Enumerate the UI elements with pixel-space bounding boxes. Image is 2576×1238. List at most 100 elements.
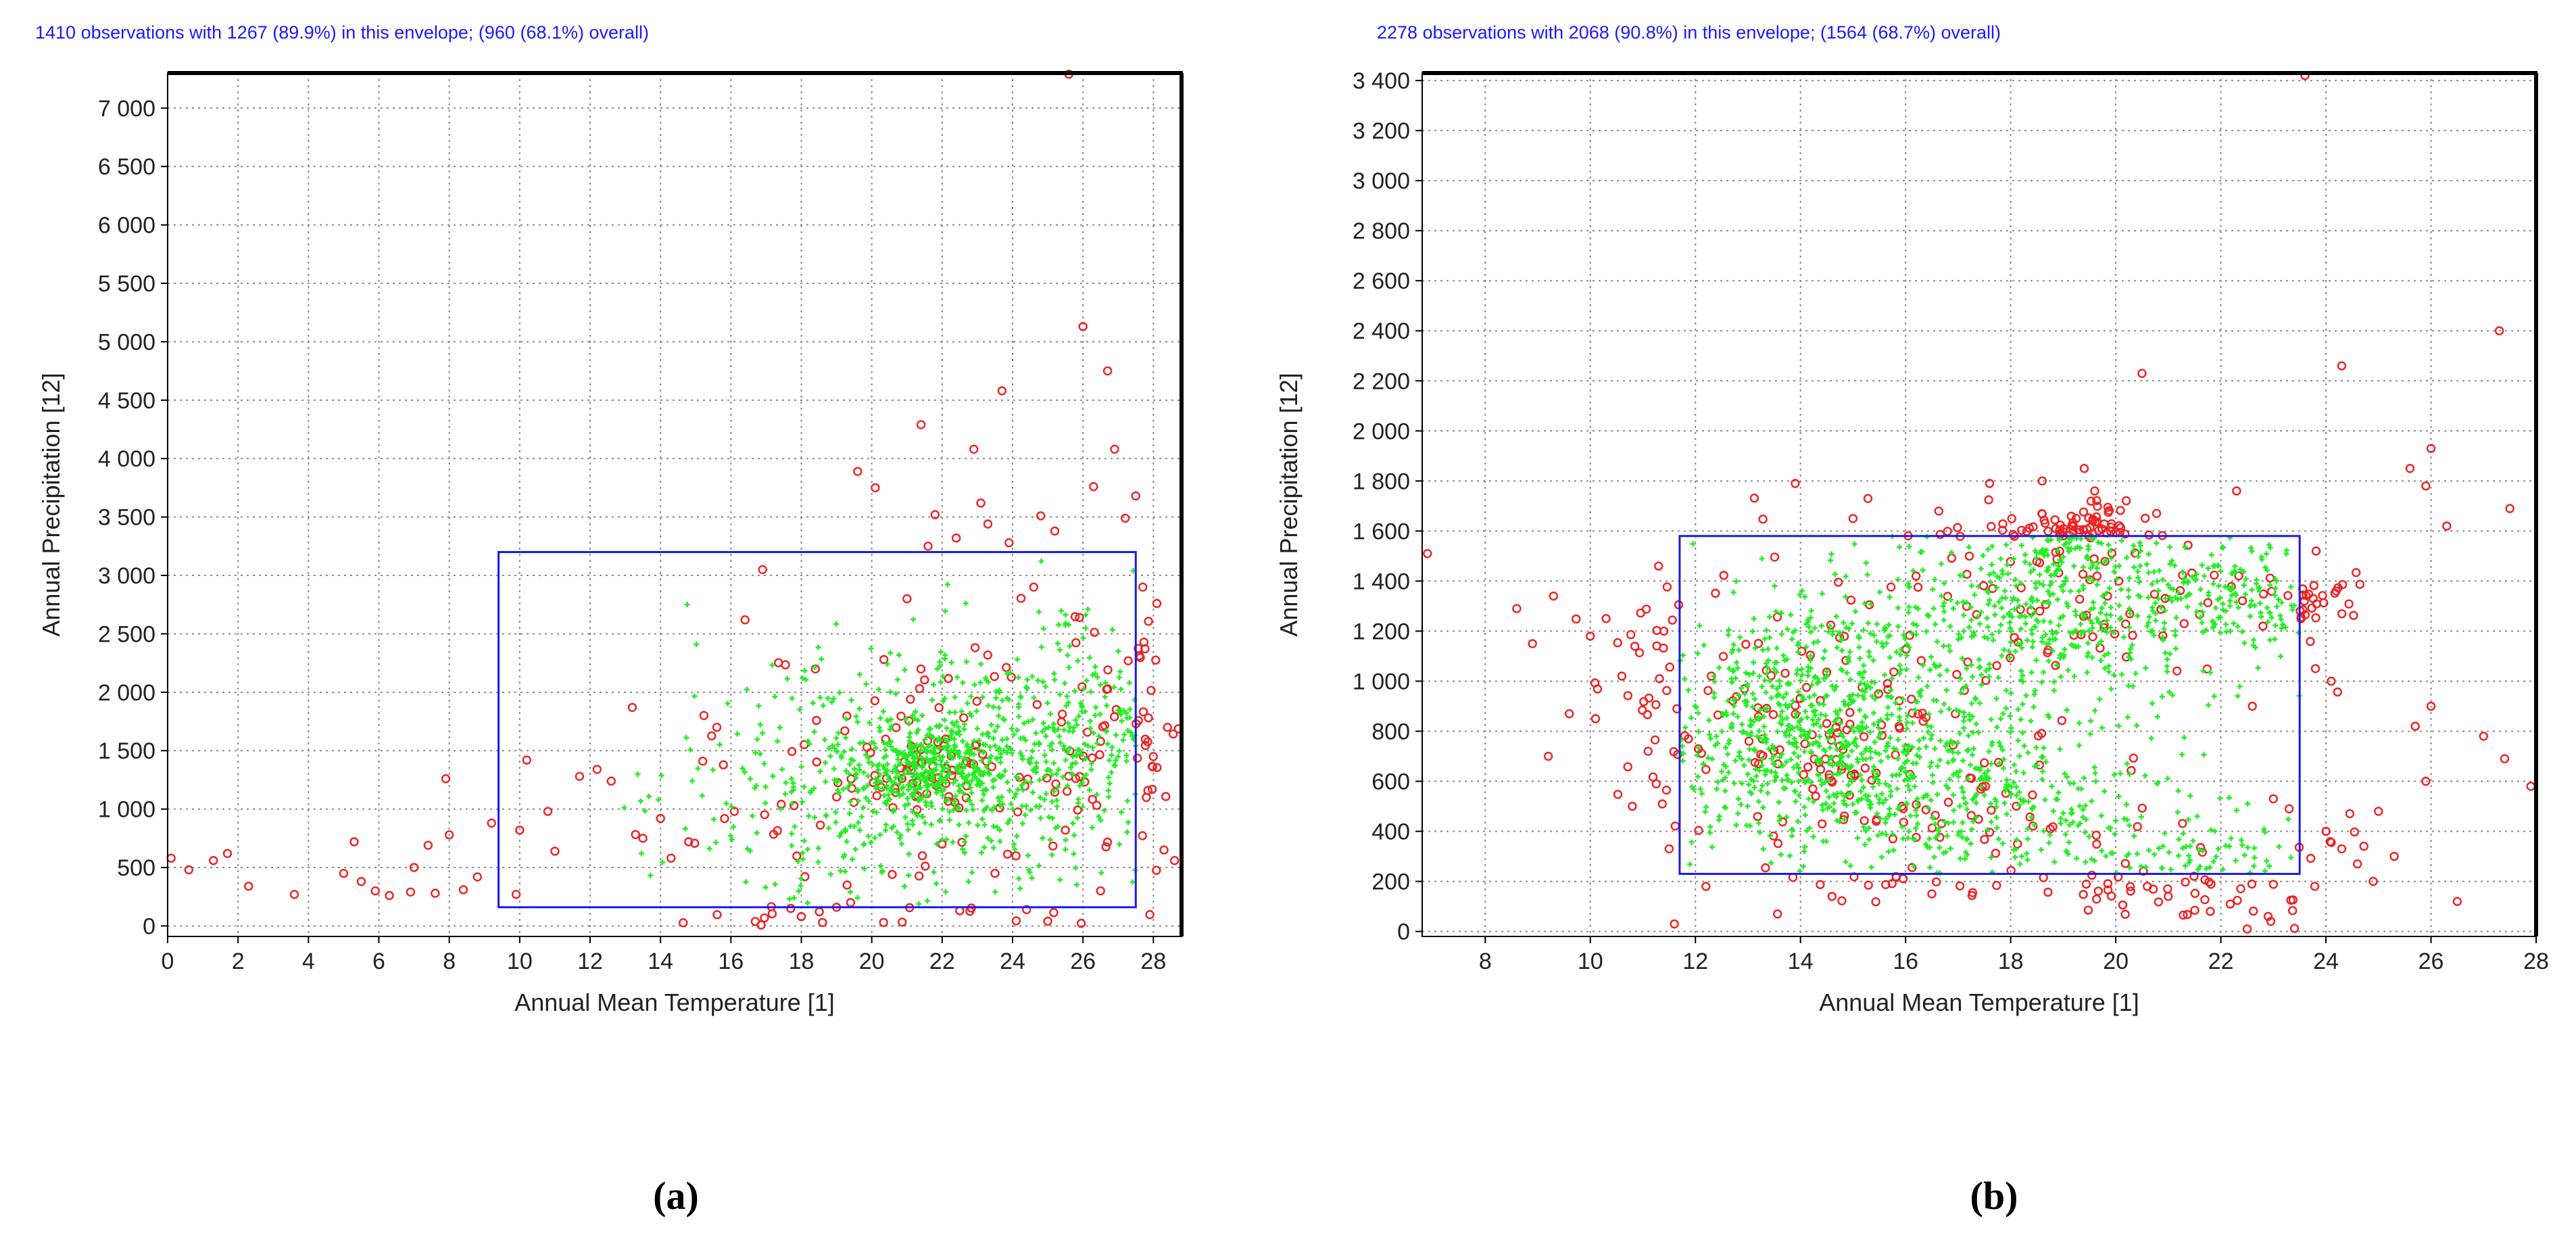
- point-inside-a-895: [1044, 767, 1050, 773]
- point-inside-b-106: [1864, 572, 1870, 577]
- panel-label-b: (b): [1953, 1173, 2035, 1218]
- point-inside-b-1092: [2111, 629, 2116, 636]
- point-inside-a-814: [969, 870, 975, 876]
- point-inside-a-465: [1046, 814, 1052, 820]
- point-outside-b-386: [2103, 885, 2113, 895]
- point-inside-a-434: [1037, 794, 1043, 801]
- point-inside-b-558: [1973, 721, 1979, 727]
- point-inside-b-1247: [2117, 616, 2123, 622]
- point-inside-b-870: [2222, 843, 2229, 849]
- point-inside-a-945: [1061, 743, 1067, 749]
- point-inside-b-867: [1784, 772, 1790, 778]
- point-inside-b-1374: [1998, 556, 2003, 562]
- point-inside-a-113: [848, 757, 854, 763]
- point-inside-b-116: [1751, 719, 1757, 724]
- point-inside-b-1717: [1953, 707, 1960, 713]
- point-outside-a-13: [892, 723, 901, 732]
- point-inside-a-1011: [797, 707, 803, 713]
- point-inside-b-1096: [2127, 606, 2133, 612]
- point-inside-b-1689: [2003, 688, 2010, 694]
- point-outside-a-191: [750, 917, 760, 926]
- point-inside-a-356: [992, 777, 998, 783]
- point-inside-b-1695: [1949, 550, 1955, 556]
- point-inside-b-1303: [2050, 591, 2056, 597]
- point-outside-b-143: [1927, 823, 1937, 833]
- point-inside-b-1797: [1843, 594, 1849, 600]
- point-inside-b-1265: [2094, 616, 2100, 622]
- point-inside-a-942: [1067, 643, 1073, 649]
- point-inside-b-792: [1834, 771, 1840, 777]
- point-inside-b-22: [1795, 754, 1801, 760]
- point-inside-b-383: [1882, 672, 1888, 678]
- point-inside-b-879: [1961, 795, 1967, 801]
- point-inside-b-1738: [1786, 740, 1792, 746]
- point-inside-a-123: [775, 738, 781, 744]
- point-inside-a-708: [828, 872, 833, 877]
- point-outside-b-369: [2288, 895, 2298, 905]
- point-inside-b-491: [1749, 722, 1755, 728]
- point-inside-a-832: [906, 760, 913, 766]
- point-inside-a-925: [1042, 796, 1048, 803]
- point-outside-b-109: [1907, 863, 1917, 872]
- point-outside-b-402: [1718, 652, 1728, 661]
- point-inside-b-886: [1901, 777, 1907, 783]
- point-inside-a-628: [1030, 767, 1036, 773]
- point-inside-b-1342: [2060, 554, 2066, 560]
- point-inside-a-954: [1104, 703, 1110, 709]
- point-inside-a-888: [1119, 718, 1125, 724]
- xtick-label-a-9: 18: [789, 949, 815, 974]
- point-inside-b-302: [1734, 714, 1741, 719]
- point-inside-a-427: [931, 682, 937, 688]
- point-outside-a-54: [1152, 865, 1161, 875]
- point-inside-b-748: [2001, 757, 2007, 762]
- xtick-label-a-10: 20: [859, 949, 885, 974]
- point-outside-a-221: [627, 703, 637, 713]
- point-inside-a-333: [942, 736, 948, 742]
- point-inside-b-1477: [2254, 581, 2260, 587]
- point-inside-b-1646: [2054, 662, 2060, 668]
- point-inside-a-295: [965, 741, 970, 747]
- point-inside-b-70: [1746, 671, 1752, 677]
- point-inside-a-630: [948, 659, 954, 665]
- point-outside-b-183: [2035, 606, 2045, 616]
- point-inside-a-463: [1037, 803, 1043, 809]
- point-inside-a-926: [1059, 608, 1064, 614]
- point-outside-b-461: [1549, 591, 1559, 601]
- point-outside-b-383: [2190, 905, 2200, 915]
- point-inside-b-752: [1883, 832, 1889, 838]
- point-inside-b-676: [1887, 806, 1893, 812]
- point-inside-b-469: [1788, 757, 1794, 763]
- point-outside-b-91: [2129, 753, 2139, 763]
- point-inside-b-380: [1805, 669, 1812, 675]
- point-inside-b-156: [1876, 751, 1882, 757]
- point-inside-b-1149: [1905, 581, 1911, 587]
- point-inside-b-710: [2033, 744, 2039, 751]
- point-inside-a-1006: [789, 776, 795, 782]
- point-inside-b-279: [2001, 765, 2006, 771]
- point-inside-b-1177: [2006, 648, 2012, 654]
- point-inside-a-757: [863, 681, 869, 687]
- point-inside-a-916: [1075, 746, 1081, 753]
- point-inside-b-783: [2066, 839, 2072, 845]
- point-inside-b-499: [1923, 744, 1929, 750]
- point-outside-a-156: [1168, 729, 1178, 739]
- point-inside-b-885: [2035, 762, 2041, 768]
- point-inside-b-814: [1977, 765, 1983, 771]
- point-inside-a-971: [756, 703, 762, 709]
- point-inside-b-163: [1868, 755, 1874, 761]
- point-outside-a-176: [1143, 737, 1152, 746]
- point-outside-b-147: [1773, 838, 1783, 849]
- point-inside-b-107: [1920, 735, 1926, 741]
- point-inside-b-1224: [2116, 602, 2122, 609]
- point-outside-b-516: [2247, 701, 2257, 711]
- point-outside-b-466: [1617, 671, 1627, 681]
- point-inside-a-549: [1051, 760, 1057, 766]
- point-inside-b-1476: [2227, 603, 2233, 609]
- xtick-label-b-5: 18: [1998, 949, 2024, 974]
- point-inside-b-652: [1960, 686, 1966, 692]
- point-inside-a-20: [893, 775, 899, 781]
- point-inside-a-794: [848, 781, 854, 787]
- point-inside-b-555: [2175, 788, 2181, 794]
- point-inside-a-64: [979, 731, 986, 737]
- point-inside-a-256: [884, 741, 890, 747]
